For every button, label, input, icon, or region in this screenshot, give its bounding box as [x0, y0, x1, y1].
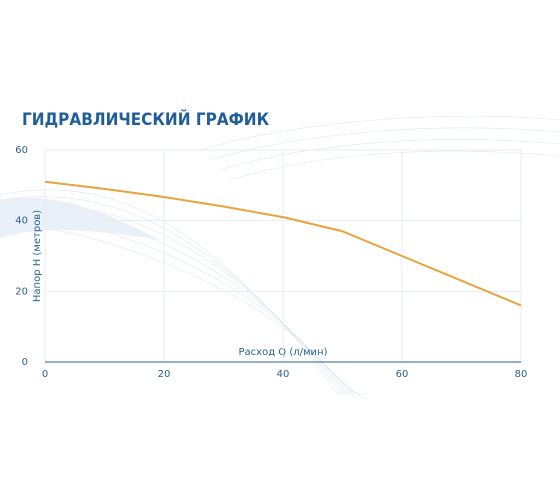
background-waves — [0, 115, 560, 396]
x-tick-label: 80 — [515, 369, 528, 380]
y-axis-label: Напор Н (метров) — [32, 210, 43, 302]
y-tick-label: 20 — [15, 286, 28, 297]
y-tick-label: 60 — [15, 145, 28, 156]
x-tick-label: 60 — [396, 369, 409, 380]
y-tick-label: 0 — [22, 357, 28, 368]
x-tick-label: 40 — [277, 369, 290, 380]
line-series — [44, 180, 522, 307]
x-tick-label: 0 — [42, 369, 48, 380]
chart-title: ГИДРАВЛИЧЕСКИЙ ГРАФИК — [22, 108, 270, 130]
x-tick-label: 20 — [158, 369, 171, 380]
wave-fill — [0, 197, 160, 240]
y-tick-label: 40 — [15, 216, 28, 227]
